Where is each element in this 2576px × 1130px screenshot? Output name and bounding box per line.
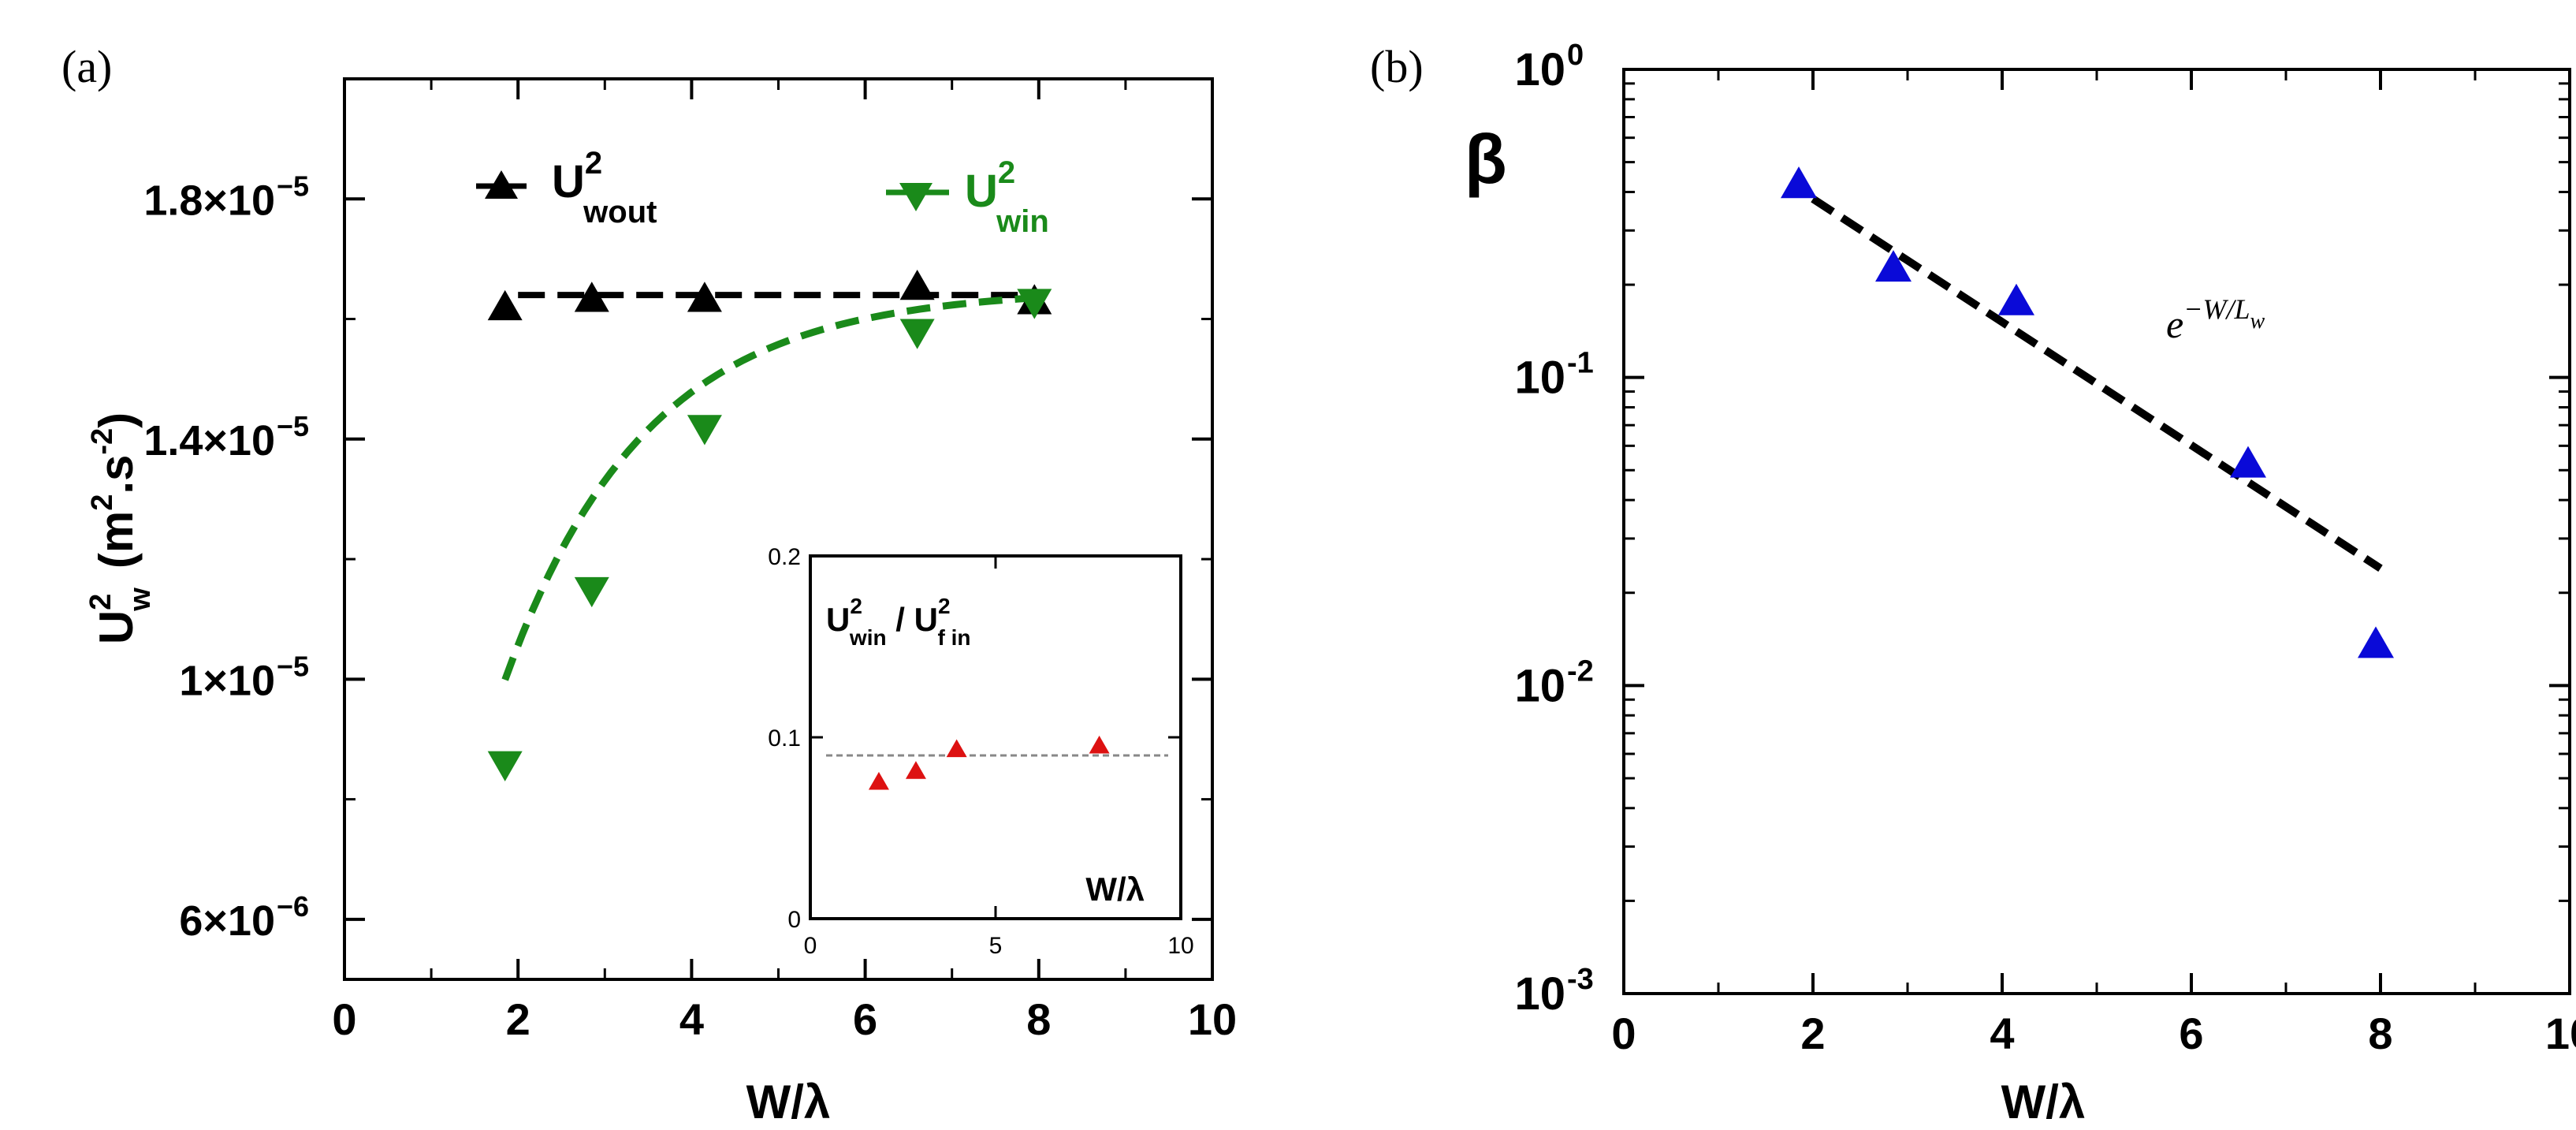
uwin-point	[687, 415, 722, 446]
beta-point	[1998, 283, 2034, 315]
y-tick-label: 10	[1514, 660, 1565, 711]
y-tick-label: 10	[1514, 44, 1565, 95]
inset-plot	[826, 735, 1168, 790]
y-tick-exponent: 0	[1567, 39, 1584, 72]
beta-point	[1875, 250, 1912, 282]
uwin-fit-curve	[501, 294, 1035, 681]
panel-a-legend: U2 wout U2 win	[476, 146, 1049, 239]
panel-a-xlabel: W/λ	[746, 1076, 831, 1128]
panel-a: (a) 0 2 4 6 8 106×10 −61×10 −51.4×10 −51.8×10 −5 …	[61, 41, 1237, 1128]
y-tick-exponent: -2	[1567, 655, 1594, 688]
uwin-point	[487, 751, 523, 781]
inset-point	[868, 771, 889, 790]
x-tick-label: 0	[1611, 1009, 1636, 1058]
legend-uwin: U2 win	[886, 155, 1049, 239]
uwout-point	[687, 282, 722, 312]
inset-point	[905, 761, 926, 779]
legend-uwin-label: U2 win	[965, 155, 1049, 239]
x-tick-label: 4	[1990, 1009, 2014, 1058]
y-tick-exponent: -1	[1567, 347, 1594, 380]
y-tick-exponent: −5	[277, 410, 309, 442]
x-tick-label: 2	[1800, 1009, 1825, 1058]
x-tick-label: 0	[332, 994, 356, 1044]
uwout-point	[899, 269, 935, 300]
beta-fit-line	[1811, 195, 2383, 572]
y-tick-label: 1.4×10	[143, 417, 275, 464]
panel-a-ylabel: U2 w(m2.s-2)	[84, 412, 157, 644]
x-tick-label: 10	[1188, 994, 1237, 1044]
y-tick-label: 6×10	[179, 897, 275, 945]
x-tick-label: 8	[2368, 1009, 2392, 1058]
y-tick-exponent: -3	[1567, 963, 1594, 996]
inset-point	[946, 739, 967, 758]
legend-uwout: U2 wout	[476, 146, 657, 229]
x-tick-label: 6	[853, 994, 877, 1044]
beta-point	[2230, 446, 2266, 478]
inset-y-tick-label: 0.2	[768, 544, 801, 570]
panel-a-axes: 0 2 4 6 8 106×10 −61×10 −51.4×10 −51.8×10 −5	[143, 79, 1237, 1044]
uwin-point	[574, 576, 609, 608]
y-tick-exponent: −5	[277, 650, 309, 682]
x-tick-label: 10	[2545, 1009, 2576, 1058]
panel-b-xlabel: W/λ	[2001, 1076, 2086, 1128]
inset: 0 5 10 0 0.1 0.2 U2 win / U2 f in W/λ	[768, 544, 1193, 959]
x-tick-label: 6	[2179, 1009, 2203, 1058]
inset-axes: 0 5 10 0 0.1 0.2	[768, 544, 1193, 959]
inset-point	[1089, 735, 1110, 754]
inset-y-tick-label: 0.1	[768, 725, 801, 751]
inset-x-tick-label: 0	[804, 933, 817, 959]
inset-x-tick-label: 5	[989, 933, 1003, 959]
panel-b-ylabel: β	[1465, 120, 1507, 198]
inset-y-tick-label: 0	[787, 907, 801, 933]
inset-xlabel: W/λ	[1085, 871, 1145, 908]
panel-a-plot	[487, 269, 1052, 781]
panel-b-label: (b)	[1370, 41, 1424, 92]
panel-a-label: (a)	[61, 41, 112, 92]
x-tick-label: 2	[506, 994, 530, 1044]
uwin-point	[1017, 289, 1052, 319]
inset-label: U2 win / U2 f in	[826, 594, 971, 650]
x-tick-label: 4	[679, 994, 704, 1044]
panel-b-annotation: e−W/Lw	[2166, 293, 2265, 346]
svg-text:U2w(m2.s-2): U2 w(m2.s-2)	[84, 412, 157, 644]
y-tick-exponent: −6	[277, 890, 309, 923]
y-tick-label: 1×10	[179, 657, 275, 704]
x-tick-label: 8	[1026, 994, 1051, 1044]
inset-x-tick-label: 10	[1167, 933, 1193, 959]
y-tick-label: 10	[1514, 352, 1565, 404]
uwout-point	[574, 282, 609, 312]
legend-uwout-label: U2 wout	[552, 146, 657, 229]
beta-point	[1781, 166, 1817, 199]
y-tick-label: 1.8×10	[143, 177, 275, 224]
panel-b-frame	[1622, 68, 2571, 995]
y-tick-label: 10	[1514, 968, 1565, 1020]
uwout-point	[487, 289, 523, 321]
beta-point	[2358, 626, 2394, 658]
legend-uwin-marker	[899, 183, 932, 211]
y-tick-exponent: −5	[277, 170, 309, 202]
panel-b-plot	[1781, 166, 2394, 658]
inset-frame	[809, 554, 1182, 920]
uwin-point	[899, 319, 935, 349]
legend-uwout-marker	[485, 170, 518, 199]
